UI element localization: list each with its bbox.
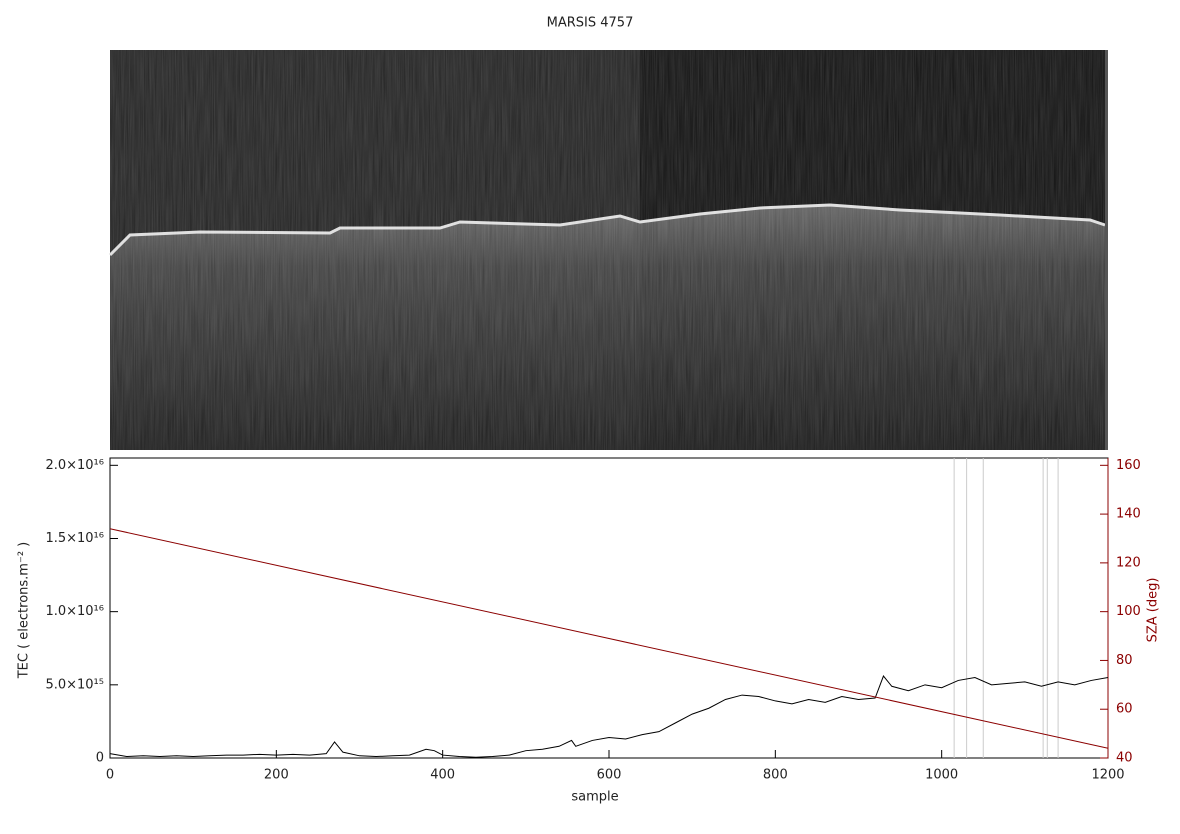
y2-tick-label: 160: [1116, 458, 1141, 473]
radargram: [108, 50, 1108, 450]
y-tick-label: 0: [96, 751, 104, 766]
y2-tick-label: 120: [1116, 555, 1141, 570]
y-tick-label: 1.5×10¹⁶: [45, 531, 104, 546]
x-tick-label: 400: [430, 768, 455, 783]
y2-tick-label: 80: [1116, 653, 1133, 668]
y-axis-title: TEC ( electrons.m⁻² ): [17, 542, 32, 680]
chart-title: MARSIS 4757: [547, 16, 634, 31]
x-tick-label: 1000: [925, 768, 958, 783]
x-tick-label: 200: [264, 768, 289, 783]
series-line: [109, 675, 1109, 758]
y2-axis-title: SZA (deg): [1146, 578, 1161, 643]
y2-tick-label: 100: [1116, 604, 1141, 619]
x-tick-label: 600: [597, 768, 622, 783]
y2-tick-label: 40: [1116, 751, 1133, 766]
x-axis-title: sample: [571, 790, 618, 805]
plot-frame: [109, 457, 1109, 759]
x-tick-label: 800: [763, 768, 788, 783]
y2-tick-label: 140: [1116, 507, 1141, 522]
y-tick-label: 1.0×10¹⁶: [45, 604, 104, 619]
x-tick-label: 1200: [1091, 768, 1124, 783]
y-tick-label: 5.0×10¹⁵: [45, 677, 104, 692]
x-tick-label: 0: [106, 768, 114, 783]
y-tick-label: 2.0×10¹⁶: [45, 458, 104, 473]
y2-tick-label: 60: [1116, 702, 1133, 717]
series-line: [109, 528, 1109, 749]
